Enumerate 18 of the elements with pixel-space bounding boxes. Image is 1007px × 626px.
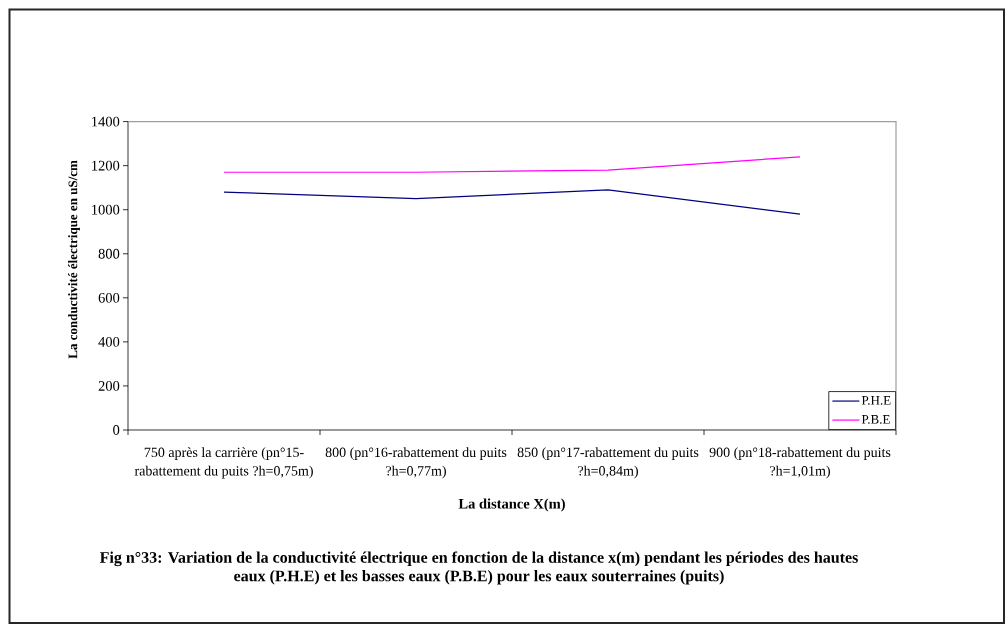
- text: Fig n°33: Variation de la conductivité électrique en fonction de la distance x(m) pendant les périodes des hautes eaux (P.H.E) et les basses eaux (P.B.E) pour les eaux souterraines (puits): [99, 551, 858, 585]
- y-tick-label: 1400: [92, 116, 120, 127]
- y-axis-title: La conductivité électrique en uS/cm: [68, 160, 80, 359]
- legend-label: P.B.E: [861, 415, 890, 424]
- line-series: [223, 189, 801, 215]
- x-tick-label: 850 (pn°17-rabattement du puits ?h=0,84m): [517, 447, 699, 479]
- x-tick-label: 800 (pn°16-rabattement du puits ?h=0,77m): [325, 447, 507, 479]
- y-tick-label: 800: [98, 248, 120, 259]
- y-tick-label: 1000: [92, 204, 120, 215]
- x-axis-title: La distance X(m): [458, 498, 565, 512]
- x-tick-label: 750 après la carrière (pn°15-rabattement du puits ?h=0,75m): [134, 447, 313, 479]
- y-tick-label: 600: [98, 292, 120, 303]
- y-tick-label: 0: [113, 425, 120, 435]
- legend-label: P.H.E: [861, 396, 891, 405]
- y-tick-label: 400: [98, 336, 120, 347]
- y-tick-label: 200: [98, 381, 120, 391]
- x-tick-label: 900 (pn°18-rabattement du puits ?h=1,01m): [709, 447, 891, 479]
- y-tick-label: 1200: [92, 160, 120, 171]
